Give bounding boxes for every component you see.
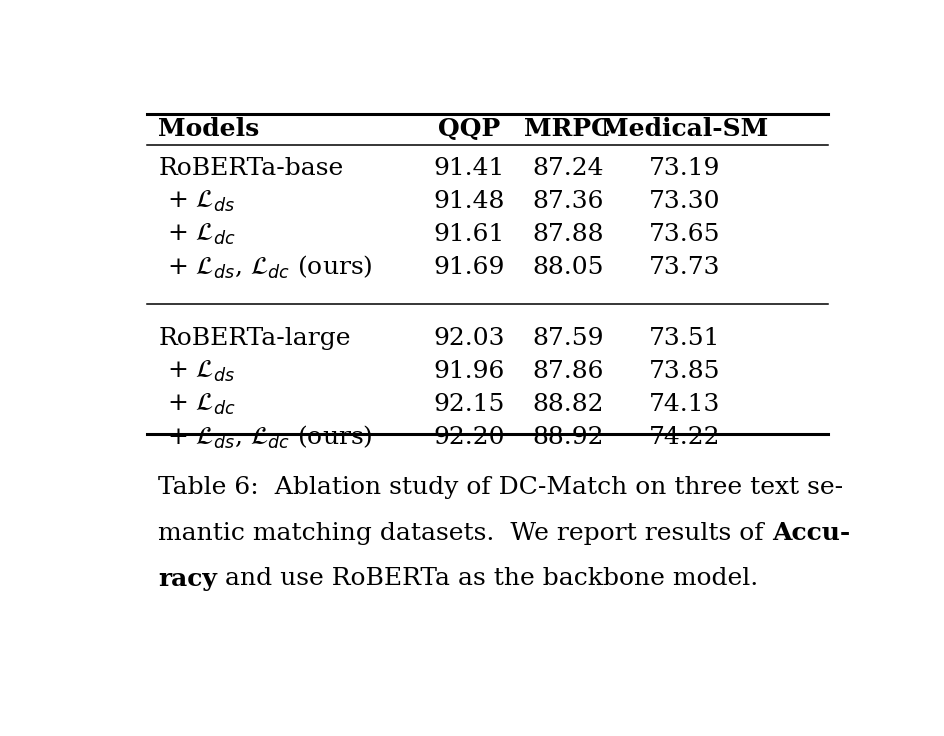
Text: RoBERTa-base: RoBERTa-base (159, 158, 344, 180)
Text: RoBERTa-large: RoBERTa-large (159, 328, 351, 350)
Text: 87.36: 87.36 (532, 190, 603, 213)
Text: 88.92: 88.92 (532, 426, 603, 449)
Text: 87.86: 87.86 (532, 360, 603, 383)
Text: + $\mathcal{L}_{dc}$: + $\mathcal{L}_{dc}$ (167, 392, 236, 417)
Text: 73.73: 73.73 (649, 256, 720, 279)
Text: 92.15: 92.15 (433, 393, 505, 416)
Text: 91.96: 91.96 (433, 360, 505, 383)
Text: 74.13: 74.13 (649, 393, 720, 416)
Text: racy: racy (159, 567, 217, 590)
Text: MRPC: MRPC (525, 117, 612, 141)
Text: + $\mathcal{L}_{ds}$, $\mathcal{L}_{dc}$ (ours): + $\mathcal{L}_{ds}$, $\mathcal{L}_{dc}$… (167, 424, 373, 451)
Text: Models: Models (159, 117, 260, 141)
Text: 73.19: 73.19 (649, 158, 720, 180)
Text: and use RoBERTa as the backbone model.: and use RoBERTa as the backbone model. (217, 567, 758, 590)
Text: + $\mathcal{L}_{ds}$: + $\mathcal{L}_{ds}$ (167, 189, 235, 214)
Text: 73.65: 73.65 (649, 223, 720, 246)
Text: Table 6:  Ablation study of DC-Match on three text se-: Table 6: Ablation study of DC-Match on t… (159, 476, 843, 499)
Text: Medical-SM: Medical-SM (601, 117, 768, 141)
Text: + $\mathcal{L}_{dc}$: + $\mathcal{L}_{dc}$ (167, 222, 236, 247)
Text: 87.59: 87.59 (532, 328, 603, 350)
Text: 92.03: 92.03 (433, 328, 505, 350)
Text: + $\mathcal{L}_{ds}$: + $\mathcal{L}_{ds}$ (167, 359, 235, 384)
Text: Accu-: Accu- (772, 521, 850, 545)
Text: 74.22: 74.22 (649, 426, 720, 449)
Text: 92.20: 92.20 (433, 426, 505, 449)
Text: mantic matching datasets.  We report results of: mantic matching datasets. We report resu… (159, 522, 772, 545)
Text: 73.30: 73.30 (649, 190, 720, 213)
Text: 91.69: 91.69 (433, 256, 505, 279)
Text: 91.48: 91.48 (433, 190, 505, 213)
Text: 73.85: 73.85 (649, 360, 720, 383)
Text: 88.05: 88.05 (532, 256, 603, 279)
Text: 91.41: 91.41 (433, 158, 505, 180)
Text: 73.51: 73.51 (649, 328, 720, 350)
Text: QQP: QQP (438, 117, 500, 141)
Text: 87.88: 87.88 (532, 223, 603, 246)
Text: 91.61: 91.61 (433, 223, 505, 246)
Text: 87.24: 87.24 (532, 158, 603, 180)
Text: 88.82: 88.82 (532, 393, 603, 416)
Text: + $\mathcal{L}_{ds}$, $\mathcal{L}_{dc}$ (ours): + $\mathcal{L}_{ds}$, $\mathcal{L}_{dc}$… (167, 254, 373, 281)
